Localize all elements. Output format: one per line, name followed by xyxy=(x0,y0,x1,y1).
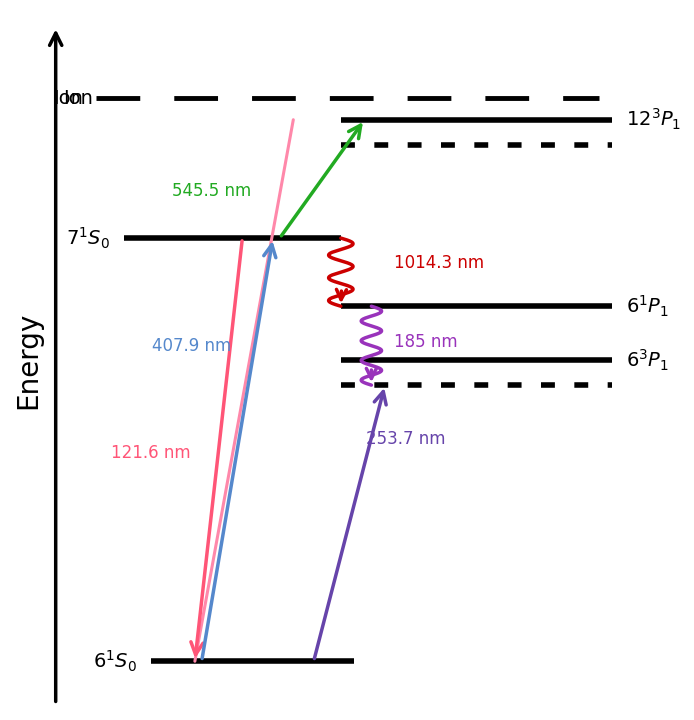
Text: 253.7 nm: 253.7 nm xyxy=(366,430,445,448)
Text: 1014.3 nm: 1014.3 nm xyxy=(394,254,484,272)
Text: 121.6 nm: 121.6 nm xyxy=(111,444,191,462)
Text: Ion: Ion xyxy=(63,89,93,108)
Text: $6^1S_0$: $6^1S_0$ xyxy=(93,649,137,674)
Text: $7^1S_0$: $7^1S_0$ xyxy=(66,225,110,251)
Text: $12^3P_1$: $12^3P_1$ xyxy=(626,107,682,132)
Text: $6^1P_1$: $6^1P_1$ xyxy=(626,294,669,319)
Text: Energy: Energy xyxy=(15,311,42,409)
Text: 545.5 nm: 545.5 nm xyxy=(172,182,251,200)
Text: 407.9 nm: 407.9 nm xyxy=(152,337,231,355)
Text: $6^3P_1$: $6^3P_1$ xyxy=(626,348,669,373)
Text: Ion: Ion xyxy=(53,89,83,108)
Text: 185 nm: 185 nm xyxy=(394,333,457,351)
